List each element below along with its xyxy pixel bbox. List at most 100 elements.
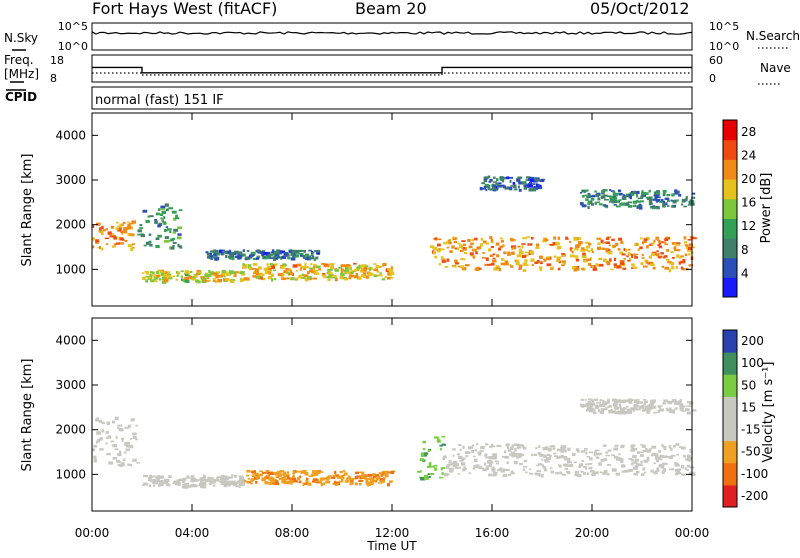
echo-cell — [594, 405, 599, 408]
echo-cell — [678, 261, 681, 265]
echo-cell — [536, 470, 541, 473]
echo-cell — [516, 446, 521, 449]
echo-cell — [304, 255, 309, 259]
echo-cell — [557, 246, 562, 250]
echo-cell — [539, 453, 544, 457]
echo-cell — [658, 242, 661, 245]
echo-cell — [252, 263, 258, 266]
echo-cell — [675, 242, 681, 245]
echo-cell — [586, 456, 590, 458]
echo-cell — [238, 475, 244, 478]
echo-cell — [650, 399, 654, 403]
echo-cell — [422, 440, 427, 444]
echo-cell — [253, 272, 256, 275]
echo-cell — [189, 271, 193, 274]
echo-cell — [376, 270, 379, 273]
echo-cell — [195, 279, 200, 282]
echo-cell — [574, 267, 580, 271]
echo-cell — [516, 178, 521, 183]
echo-cell — [642, 240, 647, 243]
echo-cell — [343, 472, 348, 476]
echo-cell — [614, 444, 619, 447]
echo-cell — [176, 479, 181, 483]
echo-cell — [457, 242, 461, 245]
echo-cell — [291, 257, 295, 259]
echo-cell — [190, 484, 195, 488]
echo-cell — [605, 401, 608, 404]
echo-cell — [579, 403, 585, 406]
echo-cell — [472, 248, 475, 251]
echo-cell — [681, 473, 686, 476]
echo-cell — [587, 200, 593, 204]
echo-cell — [461, 267, 467, 271]
echo-cell — [427, 449, 431, 452]
time-tick-label: 00:00 — [75, 526, 110, 540]
echo-cell — [605, 206, 609, 209]
echo-cell — [573, 461, 577, 464]
time-tick-label: 20:00 — [575, 526, 610, 540]
echo-cell — [691, 200, 695, 204]
echo-cell — [496, 254, 500, 258]
echo-cell — [655, 454, 659, 457]
echo-cell — [544, 460, 550, 463]
echo-cell — [515, 259, 520, 263]
echo-cell — [119, 226, 123, 229]
echo-cell — [226, 272, 230, 277]
echo-cell — [264, 270, 270, 274]
echo-cell — [246, 470, 251, 473]
echo-cell — [504, 262, 509, 266]
echo-cell — [535, 447, 538, 450]
echo-cell — [160, 269, 165, 272]
echo-cell — [150, 271, 153, 274]
echo-cell — [518, 181, 522, 185]
echo-cell — [167, 239, 171, 243]
echo-cell — [489, 463, 492, 467]
echo-cell — [99, 448, 104, 451]
echo-cell — [663, 255, 668, 258]
echo-cell — [147, 215, 151, 218]
echo-cell — [518, 248, 522, 252]
echo-cell — [309, 267, 314, 270]
echo-cell — [266, 266, 272, 269]
echo-cell — [691, 246, 696, 249]
echo-cell — [593, 451, 598, 454]
echo-cell — [184, 270, 190, 274]
echo-cell — [497, 182, 502, 184]
echo-cell — [622, 411, 628, 415]
echo-cell — [127, 233, 132, 236]
echo-cell — [119, 223, 123, 228]
echo-cell — [172, 217, 177, 221]
echo-cell — [630, 446, 634, 449]
echo-cell — [246, 474, 249, 477]
echo-cell — [275, 251, 280, 255]
echo-cell — [491, 445, 496, 448]
echo-cell — [428, 462, 432, 466]
echo-cell — [95, 241, 99, 244]
echo-cell — [549, 445, 553, 448]
echo-cell — [440, 467, 443, 471]
echo-cell — [314, 272, 319, 276]
echo-cell — [209, 478, 212, 481]
echo-cell — [609, 189, 612, 192]
noise-panel-frame — [91, 22, 693, 51]
echo-cell — [565, 238, 569, 240]
echo-cell — [597, 242, 601, 246]
echo-cell — [288, 249, 294, 253]
echo-cell — [502, 244, 505, 247]
echo-cell — [438, 263, 441, 266]
echo-cell — [633, 253, 637, 256]
echo-cell — [492, 257, 496, 260]
echo-cell — [529, 251, 534, 254]
echo-cell — [605, 249, 608, 253]
echo-cell — [457, 473, 460, 475]
echo-cell — [292, 264, 298, 268]
echo-cell — [648, 406, 654, 410]
echo-cell — [315, 250, 321, 253]
echo-cell — [343, 269, 347, 273]
echo-cell — [638, 463, 643, 466]
echo-cell — [387, 483, 390, 487]
echo-cell — [308, 475, 314, 477]
echo-cell — [498, 268, 501, 272]
echo-cell — [276, 473, 281, 476]
echo-cell — [344, 480, 349, 483]
